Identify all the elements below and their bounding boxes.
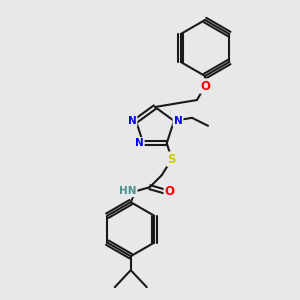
Text: N: N (174, 116, 182, 126)
Text: N: N (128, 116, 136, 126)
Text: S: S (167, 153, 176, 166)
Text: HN: HN (119, 186, 136, 196)
Text: O: O (200, 80, 210, 92)
Text: O: O (165, 185, 175, 198)
Text: N: N (135, 138, 144, 148)
